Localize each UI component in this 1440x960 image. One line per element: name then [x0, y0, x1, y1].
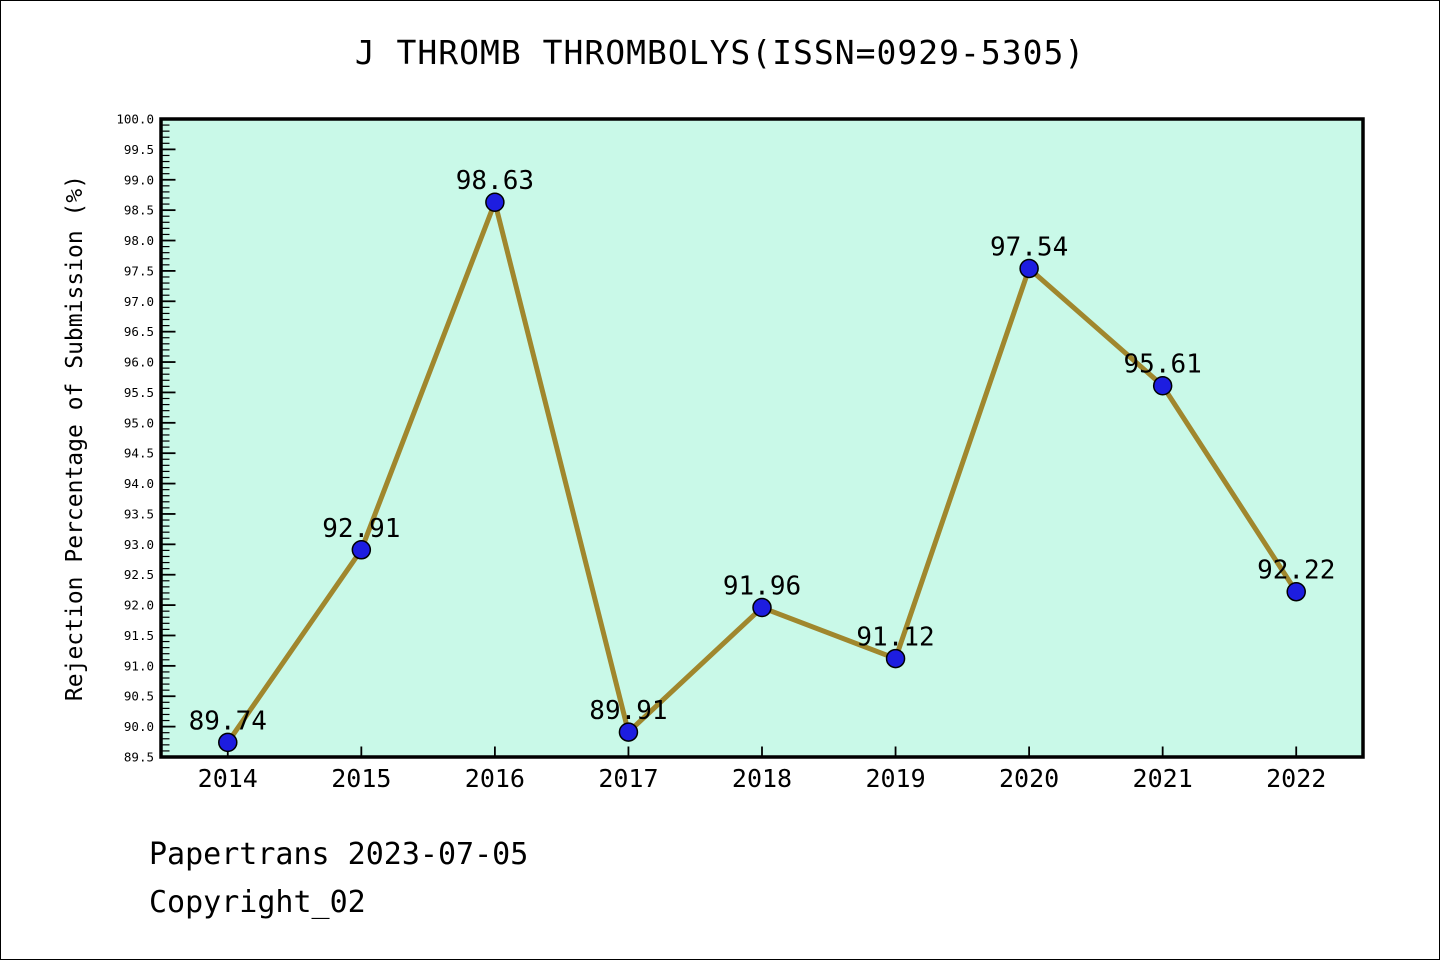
x-tick-label: 2016 — [465, 764, 525, 793]
y-tick-label: 98.0 — [124, 233, 154, 248]
data-point — [1019, 258, 1039, 279]
data-point — [1152, 375, 1173, 396]
data-point — [618, 722, 639, 742]
y-tick-label: 90.5 — [124, 689, 154, 704]
data-point-label: 89.91 — [589, 696, 667, 726]
data-point-label: 97.54 — [990, 232, 1068, 262]
data-point-label: 95.61 — [1124, 350, 1202, 380]
y-tick-label: 89.5 — [124, 750, 154, 765]
y-tick-label: 91.5 — [124, 628, 154, 643]
x-tick-label: 2015 — [331, 764, 391, 793]
y-tick-label: 95.5 — [124, 385, 154, 400]
x-tick-label: 2021 — [1133, 764, 1193, 793]
plot-area — [159, 117, 1365, 759]
x-tick-label: 2020 — [999, 764, 1059, 793]
x-tick-label: 2014 — [198, 764, 258, 793]
data-point — [218, 732, 238, 753]
y-tick-label: 96.0 — [124, 355, 154, 370]
y-tick-label: 92.5 — [124, 567, 154, 582]
y-tick-label: 99.0 — [124, 172, 154, 187]
y-tick-label: 94.0 — [124, 476, 154, 491]
y-tick-label: 99.5 — [124, 142, 154, 157]
data-point — [885, 648, 906, 669]
y-tick-label: 98.5 — [124, 203, 154, 218]
watermark-papertrans-date: Papertrans 2023-07-05 — [149, 837, 529, 872]
x-tick-label: 2017 — [598, 764, 658, 793]
data-point — [1286, 581, 1306, 602]
x-tick-label: 2022 — [1266, 764, 1326, 793]
data-point — [485, 192, 505, 212]
data-point-label: 98.63 — [456, 166, 534, 196]
y-tick-label: 94.5 — [124, 446, 154, 461]
y-tick-label: 97.0 — [124, 294, 154, 309]
data-point — [351, 540, 372, 560]
y-tick-label: 100.0 — [116, 112, 154, 127]
y-tick-label: 93.5 — [124, 506, 154, 521]
y-tick-label: 95.0 — [124, 415, 154, 430]
y-tick-label: 91.0 — [124, 658, 154, 673]
data-point — [752, 597, 772, 618]
data-point-label: 91.12 — [856, 623, 934, 653]
data-point-label: 92.22 — [1257, 556, 1335, 586]
y-tick-label: 97.5 — [124, 263, 154, 278]
data-point-label: 89.74 — [189, 706, 267, 736]
data-point-label: 92.91 — [322, 514, 400, 544]
x-tick-label: 2019 — [865, 764, 925, 793]
watermark-copyright: Copyright_02 — [149, 885, 366, 920]
data-point-label: 91.96 — [723, 572, 801, 602]
y-tick-label: 90.0 — [124, 719, 154, 734]
x-tick-label: 2018 — [732, 764, 792, 793]
y-tick-label: 92.0 — [124, 598, 154, 613]
y-tick-label: 96.5 — [124, 324, 154, 339]
chart-title: J THROMB THROMBOLYS(ISSN=0929-5305) — [354, 33, 1086, 72]
y-tick-label: 93.0 — [124, 537, 154, 552]
